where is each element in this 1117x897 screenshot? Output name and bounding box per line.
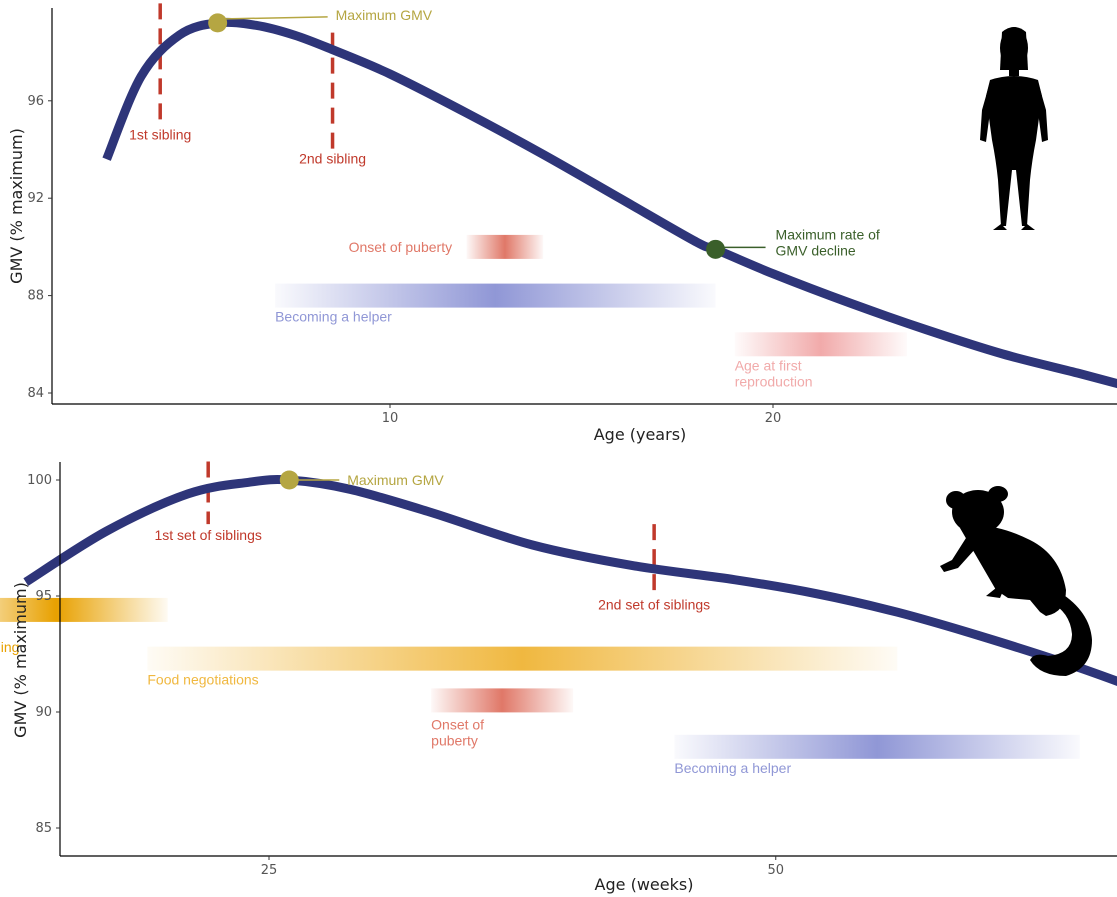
- human-band-reproduction: [734, 332, 908, 357]
- marmoset-marker-point: [279, 470, 299, 490]
- marmoset-band-provisioning: [0, 597, 168, 622]
- human-silhouette-icon: [980, 27, 1048, 230]
- human-sibling-label: 1st sibling: [129, 126, 191, 142]
- human-marker-label: Maximum GMV: [336, 7, 433, 23]
- human-marker-point: [706, 239, 726, 259]
- marmoset-y-tick-label: 100: [27, 473, 52, 488]
- marmoset-y-axis-title: GMV (% maximum): [11, 582, 30, 738]
- marmoset-marker-label: Maximum GMV: [347, 472, 444, 488]
- human-y-tick-label: 84: [27, 386, 44, 401]
- human-gmv-curve: [102, 17, 1117, 389]
- human-band-helper: [275, 283, 716, 308]
- human-y-tick-label: 92: [27, 191, 44, 206]
- human-marker-leader: [225, 16, 328, 20]
- marmoset-band-label-helper: Becoming a helper: [674, 760, 791, 776]
- marmoset-sibling-label: 1st set of siblings: [154, 527, 261, 543]
- marmoset-band-puberty: [431, 688, 574, 713]
- marmoset-x-axis-title: Age (weeks): [595, 875, 694, 894]
- human-marker-point: [208, 13, 228, 33]
- marmoset-y-tick-label: 95: [35, 589, 52, 604]
- human-band-label-puberty: Onset of puberty: [349, 239, 453, 255]
- human-band-puberty: [466, 234, 544, 259]
- human-x-tick-label: 20: [765, 411, 782, 426]
- marmoset-band-negotiations: [147, 646, 898, 671]
- panel-marmoset: Peakprovisioning Food negotiations Onset o…: [0, 461, 1117, 894]
- marmoset-band-label-puberty: Onset of puberty: [431, 716, 484, 748]
- marmoset-silhouette-icon: [940, 486, 1092, 676]
- marmoset-sibling-label: 2nd set of siblings: [598, 597, 710, 613]
- human-y-tick-label: 88: [27, 289, 44, 304]
- marmoset-x-tick-label: 50: [767, 863, 784, 878]
- panel-human: Onset of puberty Becoming a helper Age at …: [7, 3, 1117, 444]
- marmoset-y-tick-label: 90: [35, 705, 52, 720]
- marmoset-band-helper: [674, 734, 1080, 759]
- human-band-label-helper: Becoming a helper: [275, 309, 392, 325]
- marmoset-band-label-negotiations: Food negotiations: [147, 672, 258, 688]
- marmoset-x-tick-label: 25: [261, 863, 278, 878]
- human-sibling-label: 2nd sibling: [299, 151, 366, 167]
- human-x-tick-label: 10: [382, 411, 399, 426]
- human-band-label-reproduction: Age at first reproduction: [735, 357, 813, 389]
- human-marker-label: Maximum rate of GMV decline: [776, 226, 880, 258]
- human-x-axis-title: Age (years): [594, 425, 687, 444]
- marmoset-y-tick-label: 85: [35, 821, 52, 836]
- human-y-tick-label: 96: [27, 94, 44, 109]
- human-y-axis-title: GMV (% maximum): [7, 128, 26, 284]
- marmoset-band-label-provisioning: Peakprovisioning: [0, 623, 19, 655]
